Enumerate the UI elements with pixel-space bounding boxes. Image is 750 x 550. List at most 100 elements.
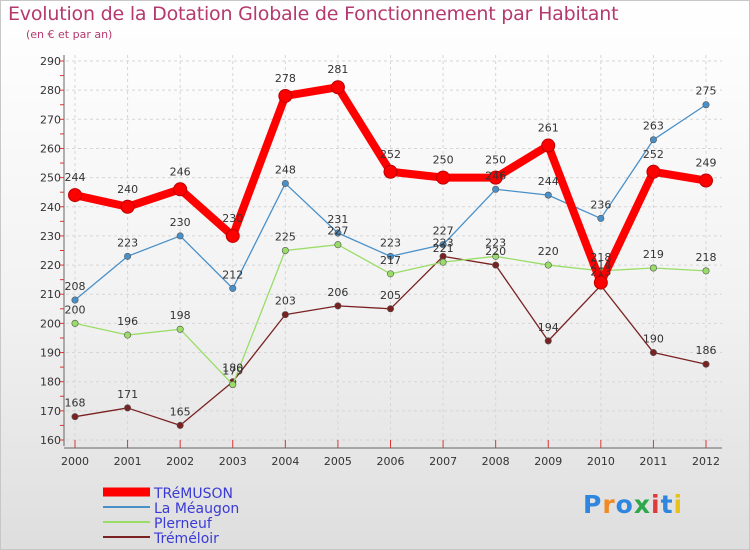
logo-letter: P [583, 490, 603, 519]
data-label: 221 [433, 242, 454, 255]
x-tick-label: 2000 [61, 455, 89, 468]
data-point [544, 337, 552, 345]
data-label: 250 [433, 154, 454, 167]
series-layer [68, 80, 713, 429]
x-tick-label: 2003 [219, 455, 247, 468]
data-point [699, 173, 713, 188]
data-point [492, 252, 500, 260]
data-label: 206 [327, 286, 348, 299]
x-tick-label: 2005 [324, 455, 352, 468]
y-tick-label: 270 [40, 113, 61, 126]
data-label: 252 [380, 148, 401, 161]
data-point [281, 311, 289, 319]
data-label: 230 [170, 216, 191, 229]
y-tick-label: 220 [40, 259, 61, 272]
data-label: 227 [433, 225, 454, 238]
data-label: 190 [643, 333, 664, 346]
data-point [492, 261, 500, 269]
data-label: 171 [117, 388, 138, 401]
data-point [439, 258, 447, 266]
x-tick-label: 2002 [166, 455, 194, 468]
data-label: 227 [327, 225, 348, 238]
data-label: 217 [380, 254, 401, 267]
y-tick-label: 170 [40, 405, 61, 418]
data-label: 223 [485, 236, 506, 249]
data-point [176, 325, 184, 333]
data-point [71, 319, 79, 327]
x-tick-label: 2009 [534, 455, 562, 468]
data-label: 231 [327, 213, 348, 226]
data-label: 230 [222, 212, 243, 225]
x-tick-label: 2012 [692, 455, 720, 468]
data-point [544, 191, 552, 199]
data-label: 278 [275, 72, 296, 85]
data-label: 220 [538, 245, 559, 258]
data-label: 186 [696, 344, 717, 357]
data-label: 252 [643, 148, 664, 161]
data-point [646, 164, 661, 179]
data-point [383, 164, 398, 179]
data-point [702, 267, 710, 275]
data-point [492, 185, 500, 193]
data-point [649, 349, 657, 357]
data-label: 196 [117, 315, 138, 328]
data-label: 219 [643, 248, 664, 261]
data-point [330, 80, 345, 95]
data-point [334, 229, 342, 237]
data-point [386, 270, 394, 278]
y-tick-label: 200 [40, 317, 61, 330]
data-label: 246 [170, 165, 191, 178]
data-point [436, 170, 451, 185]
logo-letter: o [615, 490, 634, 519]
data-label: 200 [65, 303, 86, 316]
x-tick-label: 2001 [114, 455, 142, 468]
y-tick-label: 290 [40, 55, 61, 68]
data-point [386, 305, 394, 313]
data-label: 250 [485, 154, 506, 167]
logo-letter: x [633, 490, 651, 519]
data-label: 203 [275, 295, 296, 308]
data-point [702, 101, 710, 109]
data-label: 205 [380, 289, 401, 302]
data-point [68, 188, 82, 203]
data-point [229, 284, 237, 292]
data-point [649, 264, 657, 272]
data-label: 213 [590, 265, 611, 278]
axis-layer: 160 170 180 190 200 210 220 230 240 250 260 270 280 2… [40, 55, 722, 468]
data-label: 246 [485, 169, 506, 182]
data-label: 248 [275, 163, 296, 176]
data-label: 261 [538, 122, 559, 135]
data-point [71, 296, 79, 304]
data-label: 198 [170, 309, 191, 322]
y-tick-label: 260 [40, 142, 61, 155]
data-point [649, 136, 657, 144]
data-point [225, 228, 240, 243]
x-tick-label: 2011 [639, 455, 667, 468]
data-point [593, 275, 608, 290]
data-label: 208 [65, 280, 86, 293]
data-label: 180 [222, 362, 243, 375]
data-point [176, 421, 184, 429]
y-tick-label: 280 [40, 84, 61, 97]
data-point [173, 182, 188, 197]
data-point [281, 179, 289, 187]
data-label: 214 [590, 259, 611, 272]
legend-label: TRéMUSON [153, 486, 233, 502]
series-line-Tréméloir [74, 255, 707, 427]
data-label: 263 [643, 120, 664, 133]
data-point [120, 199, 135, 214]
legend-label: La Méaugon [154, 501, 239, 517]
data-label: 179 [222, 365, 243, 378]
data-label: 223 [117, 236, 138, 249]
data-point [124, 404, 132, 412]
x-tick-label: 2004 [271, 455, 299, 468]
logo-letter: i [673, 490, 684, 519]
data-point [544, 261, 552, 269]
y-tick-label: 240 [40, 201, 61, 214]
y-tick-label: 190 [40, 347, 61, 360]
data-label: 194 [538, 321, 559, 334]
data-label: 236 [590, 198, 611, 211]
